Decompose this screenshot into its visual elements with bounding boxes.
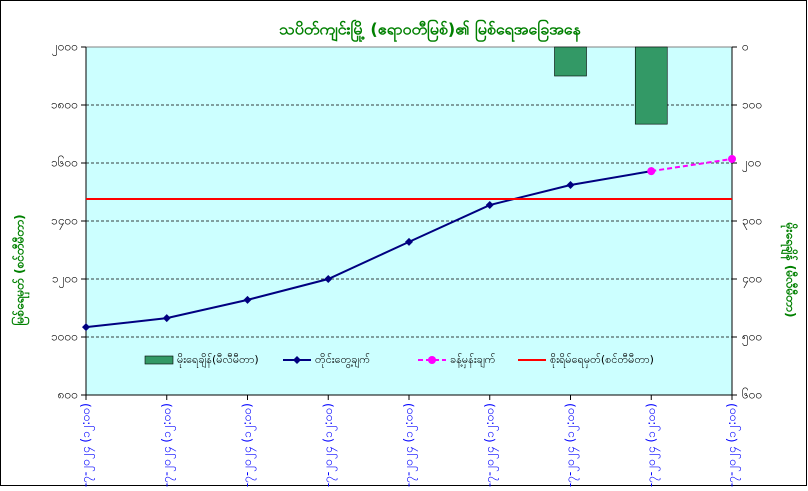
legend-label: ခန့်မှန်းချက် (450, 353, 496, 368)
point (728, 154, 736, 163)
y2-tick-label: ၀ (742, 40, 749, 54)
y2-tick-label: ၂၀၀ (742, 156, 761, 173)
legend-marker (293, 356, 301, 364)
y2-axis-title: မိုးရေချိန် (မီလီမီတာ) (780, 222, 800, 318)
y2-tick-label: ၆၀၀ (742, 387, 762, 402)
series-line (651, 157, 733, 173)
x-tick-label: ၁၅-၇-၂၀၂၄ (၁၂:၀၀) (159, 403, 176, 487)
x-tick-label: ၁၈-၇-၂၀၂၄ (၁၂:၀၀) (402, 403, 419, 487)
point (82, 323, 90, 332)
point (647, 167, 656, 176)
y2-tick-label: ၅၀၀ (742, 330, 762, 347)
point (162, 314, 171, 323)
y2-tick-label: ၄၀၀ (742, 272, 762, 289)
y-tick-label: ၁၆၀၀ (51, 155, 78, 170)
point (566, 181, 575, 190)
legend-marker (428, 356, 436, 364)
x-tick-label: ၁၉-၇-၂၀၂၄ (၁၂:၀၀) (482, 403, 499, 487)
y-tick-label: ၂၀၀၀ (52, 40, 78, 57)
y-tick-label: ၈၀၀ (58, 388, 78, 402)
y-tick-label: ၁၂၀၀ (52, 272, 78, 289)
x-tick-label: ၂၂-၇-၂၀၂၄ (၁၂:၀၀) (725, 403, 742, 487)
legend-swatch (144, 355, 174, 365)
legend-label: မိုးရေချိန်(မီလီမီတာ) (177, 353, 259, 368)
legend-label: စိုးရိမ်ရေမှတ်(စင်တီမီတာ) (550, 353, 654, 368)
point (485, 201, 494, 210)
x-tick-label: ၂၀-၇-၂၀၂၄ (၁၂:၀၀) (563, 403, 580, 487)
point (324, 275, 333, 283)
series-line (85, 170, 652, 329)
legend-label: တိုင်းတွေ့ချက် (315, 353, 370, 368)
y2-tick-label: ၁၀၀ (742, 98, 762, 112)
y-axis-title: မြစ်ရေမှတ် (စင်တီမီတာ) (10, 214, 31, 325)
point (243, 295, 252, 304)
point (405, 237, 413, 246)
bar (634, 46, 668, 125)
x-tick-label: ၁၄-၇-၂၀၂၄ (၁၂:၀၀) (79, 403, 96, 487)
bar (554, 46, 587, 77)
y-tick-label: ၁၀၀၀ (51, 330, 78, 344)
x-tick-label: ၂၁-၇-၂၀၂၄ (၁၂:၀၀) (644, 403, 661, 487)
y2-tick-label: ၃၀၀ (742, 214, 762, 231)
x-tick-label: ၁၆-၇-၂၀၂၄ (၁၂:၀၀) (239, 403, 257, 487)
y-tick-label: ၁၄၀၀ (51, 214, 78, 231)
x-tick-label: ၁၇-၇-၂၀၂၄ (၁၂:၀၀) (321, 403, 338, 487)
y-tick-label: ၁၈၀၀ (51, 98, 78, 112)
